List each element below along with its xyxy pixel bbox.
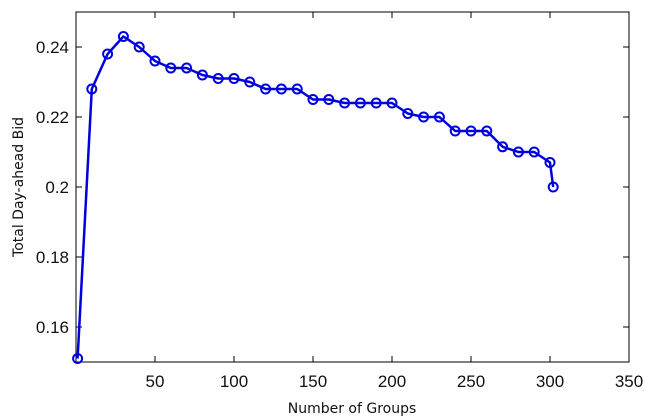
data-point <box>260 83 272 95</box>
y-tick-label: 0.2 <box>45 178 69 197</box>
y-tick-label: 0.18 <box>36 248 69 267</box>
data-point <box>449 125 461 137</box>
data-point <box>291 83 303 95</box>
data-point <box>196 69 208 81</box>
x-tick-label: 50 <box>146 372 165 391</box>
x-tick-label: 200 <box>378 372 406 391</box>
data-point <box>133 41 145 53</box>
x-tick-label: 100 <box>220 372 248 391</box>
data-point <box>102 48 114 60</box>
y-axis: 0.16 0.18 0.2 0.22 0.24 <box>36 38 629 337</box>
data-point <box>72 353 84 364</box>
data-point <box>544 157 556 168</box>
data-point <box>212 73 224 84</box>
data-point <box>547 181 559 193</box>
data-point <box>149 55 161 67</box>
data-point <box>481 125 493 137</box>
data-point <box>433 111 445 123</box>
plot-area <box>75 11 630 363</box>
y-tick-label: 0.24 <box>36 38 69 57</box>
data-point <box>244 76 256 88</box>
data-point <box>528 146 540 158</box>
x-tick-label: 250 <box>457 372 485 391</box>
data-point <box>181 62 193 74</box>
y-tick-label: 0.16 <box>36 318 69 337</box>
data-point <box>512 146 524 158</box>
data-point <box>86 83 98 95</box>
x-tick-label: 350 <box>615 372 643 391</box>
data-point <box>275 83 287 95</box>
data-point <box>354 97 366 109</box>
series-markers <box>72 31 559 364</box>
x-axis: 50 100 150 200 250 300 350 <box>146 12 643 391</box>
x-tick-label: 300 <box>536 372 564 391</box>
data-point <box>117 31 129 42</box>
data-point <box>386 97 398 109</box>
data-point <box>465 125 477 137</box>
x-tick-label: 150 <box>299 372 327 391</box>
data-point <box>402 108 414 119</box>
data-point <box>418 111 430 123</box>
series-line <box>76 35 555 359</box>
data-point <box>497 141 509 153</box>
data-point <box>307 94 319 105</box>
y-tick-label: 0.22 <box>36 108 69 127</box>
data-point <box>228 73 240 84</box>
data-point <box>165 62 177 74</box>
data-point <box>323 94 335 105</box>
x-axis-title: Number of Groups <box>288 401 417 417</box>
y-axis-title: Total Day-ahead Bid <box>11 117 27 258</box>
data-point <box>339 97 351 109</box>
data-point <box>370 97 382 109</box>
